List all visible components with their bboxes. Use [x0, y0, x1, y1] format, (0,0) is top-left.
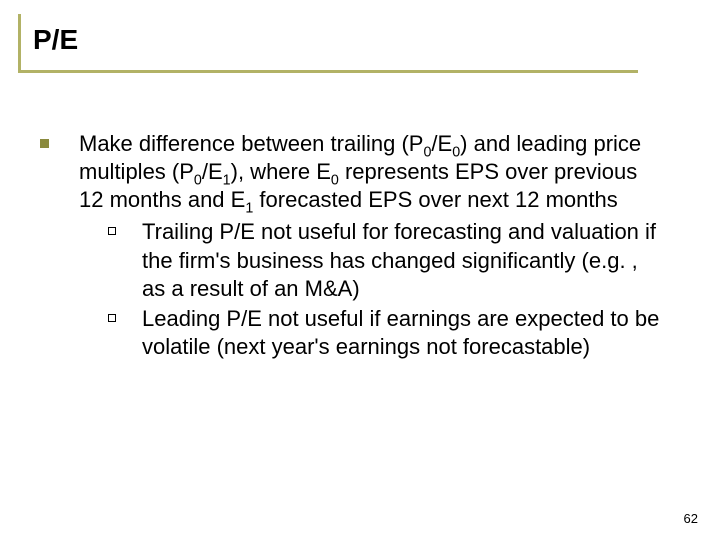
- bullet-level2: Leading P/E not useful if earnings are e…: [108, 305, 660, 361]
- bullet-level2: Trailing P/E not useful for forecasting …: [108, 218, 660, 302]
- square-bullet-icon: [40, 139, 49, 148]
- slide-title: P/E: [33, 24, 78, 56]
- sub-bullet-text: Leading P/E not useful if earnings are e…: [142, 305, 660, 361]
- content-area: Make difference between trailing (P0/E0)…: [40, 130, 660, 361]
- page-number: 62: [684, 511, 698, 526]
- open-square-bullet-icon: [108, 314, 116, 322]
- bullet-level1: Make difference between trailing (P0/E0)…: [40, 130, 660, 214]
- title-container: P/E: [18, 14, 638, 73]
- main-bullet-text: Make difference between trailing (P0/E0)…: [79, 130, 660, 214]
- sub-bullet-text: Trailing P/E not useful for forecasting …: [142, 218, 660, 302]
- open-square-bullet-icon: [108, 227, 116, 235]
